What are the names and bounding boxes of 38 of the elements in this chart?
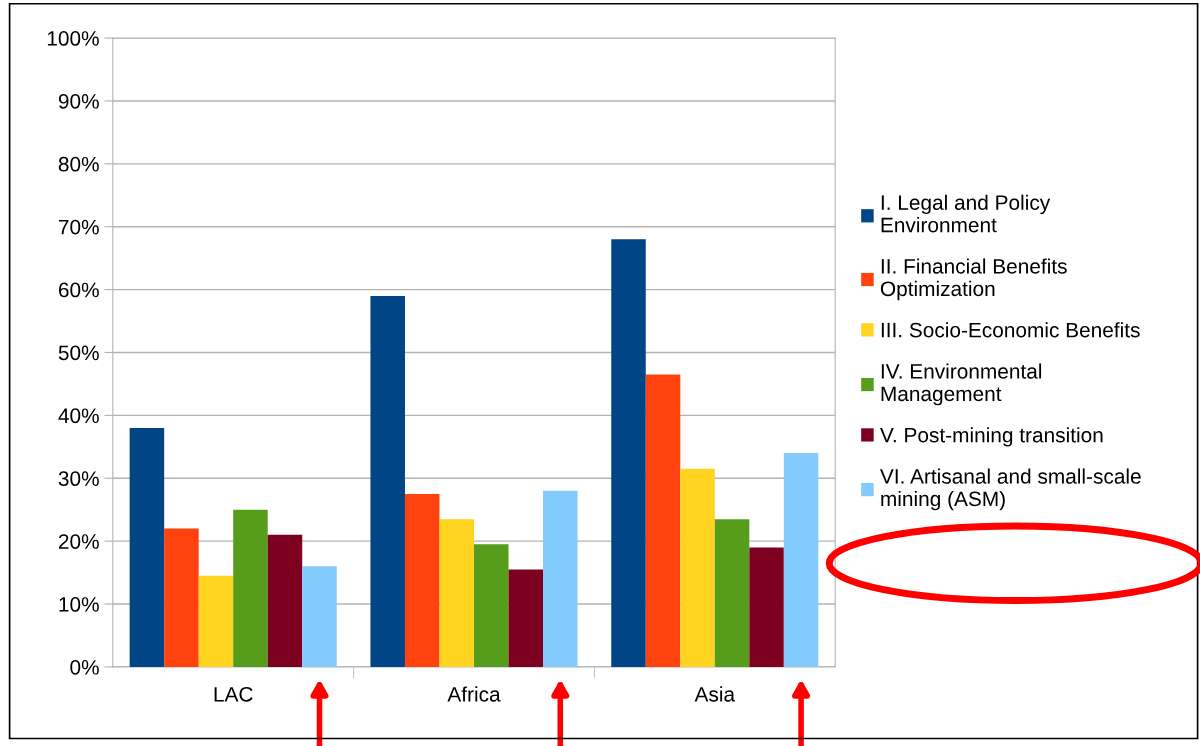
y-tick-label: 70%	[58, 219, 99, 235]
bar	[198, 575, 234, 667]
bar	[543, 490, 578, 667]
bar	[129, 427, 165, 667]
bar	[439, 519, 474, 667]
x-tick-label: Asia	[694, 686, 736, 702]
bar	[404, 493, 440, 667]
legend-label: V. Post-mining transition	[880, 427, 1103, 447]
y-tick-label: 80%	[58, 156, 99, 172]
bar	[749, 547, 784, 667]
bar	[611, 239, 646, 667]
bar	[714, 519, 750, 667]
legend-label: II. Financial Benefits Optimization	[880, 258, 1067, 301]
bar	[302, 566, 337, 667]
y-tick-label: 100%	[47, 31, 99, 46]
x-tick-label: LAC	[214, 686, 253, 702]
y-tick-label: 30%	[58, 471, 99, 487]
bar	[370, 295, 405, 667]
bar	[508, 569, 544, 667]
y-tick-label: 60%	[58, 282, 99, 298]
y-tick-label: 20%	[58, 534, 99, 549]
bar	[474, 544, 509, 667]
legend-label: III. Socio-Economic Benefits	[881, 322, 1140, 338]
legend-label: VI. Artisanal and small-scale mining (ASM)	[880, 468, 1141, 511]
x-tick-label: Africa	[447, 686, 501, 702]
bar	[680, 468, 715, 667]
legend-label: IV. Environmental Management	[881, 363, 1042, 406]
y-tick-label: 90%	[58, 93, 99, 109]
bar	[233, 509, 268, 667]
bar	[164, 528, 199, 667]
y-tick-label: 40%	[58, 408, 99, 424]
y-tick-label: 0%	[70, 659, 99, 675]
y-tick-label: 10%	[59, 597, 99, 612]
legend-label: I. Legal and Policy Environment	[881, 194, 1051, 233]
bar	[783, 453, 819, 667]
bar	[267, 534, 303, 667]
bar	[645, 374, 681, 667]
y-tick-label: 50%	[58, 345, 99, 361]
